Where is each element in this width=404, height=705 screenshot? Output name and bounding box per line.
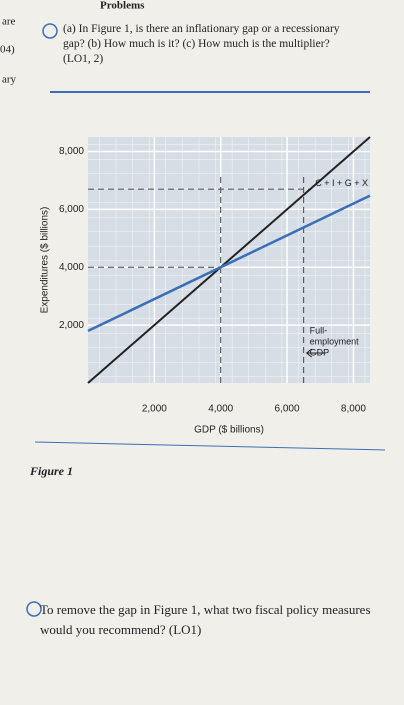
y-tick-label: 2,000	[59, 320, 84, 331]
question-icon	[26, 601, 42, 617]
header: Problems	[100, 0, 145, 12]
margin-text: are	[2, 16, 16, 28]
x-tick-label: 8,000	[341, 404, 366, 415]
y-axis-label: Expenditures ($ billions)	[40, 207, 51, 314]
question-1: (a) In Figure 1, is there an inflationar…	[63, 23, 340, 65]
figure-caption: Figure 1	[29, 464, 73, 478]
y-tick-label: 6,000	[59, 204, 84, 215]
annotation-arrow	[305, 348, 326, 358]
question-2: To remove the gap in Figure 1, what two …	[40, 602, 371, 637]
series-line	[87, 136, 371, 384]
annotation: Full-	[310, 325, 328, 335]
y-tick-label: 8,000	[59, 146, 84, 157]
margin-text: ary	[2, 74, 17, 86]
x-tick-label: 4,000	[208, 404, 233, 415]
series-line	[87, 194, 371, 333]
question-box: (a) In Figure 1, is there an inflationar…	[63, 23, 340, 65]
y-tick-label: 4,000	[59, 262, 84, 273]
question-box: To remove the gap in Figure 1, what two …	[40, 602, 371, 637]
series-label: C + I + G + X	[315, 178, 368, 188]
question-icon	[42, 23, 58, 39]
margin-text: 04)	[0, 44, 15, 56]
annotation: GDP	[310, 347, 330, 357]
x-axis-label: GDP ($ billions)	[194, 425, 264, 436]
rule	[34, 441, 386, 451]
x-tick-label: 2,000	[142, 404, 167, 415]
x-tick-label: 6,000	[275, 404, 300, 415]
annotation: employment	[310, 336, 360, 346]
